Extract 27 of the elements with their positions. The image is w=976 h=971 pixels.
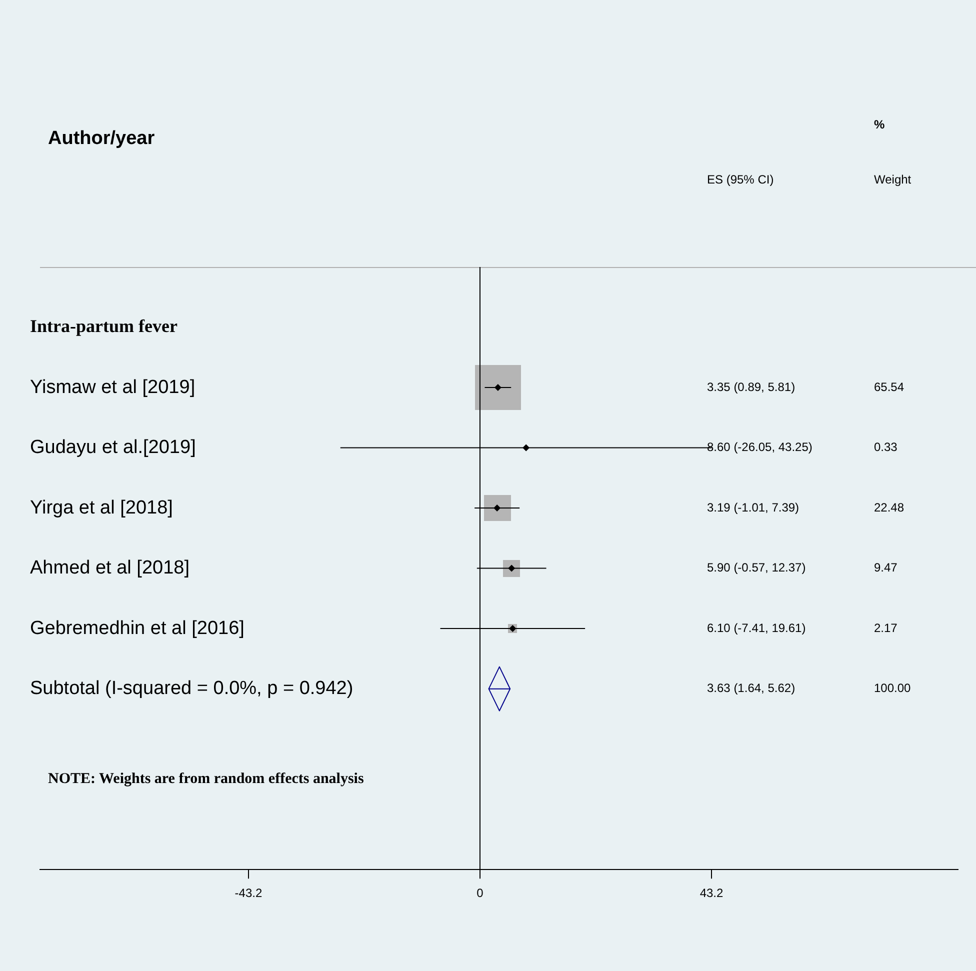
- annotation: 0.33: [874, 440, 898, 454]
- y-tick-label: Gebremedhin et al [2016]: [30, 618, 244, 639]
- x-tick-label: 0: [476, 886, 484, 900]
- y-tick-label: Intra-partum fever: [30, 316, 178, 336]
- y-tick-label: Ahmed et al [2018]: [30, 558, 190, 579]
- annotation: 22.48: [874, 500, 904, 514]
- annotation: 65.54: [874, 380, 904, 394]
- text: ES (95% CI): [707, 172, 774, 186]
- annotation: 5.90 (-0.57, 12.37): [707, 560, 806, 575]
- y-tick-label: Yismaw et al [2019]: [30, 376, 196, 398]
- annotation: 3.35 (0.89, 5.81): [707, 380, 796, 394]
- annotation: 3.63 (1.64, 5.62): [707, 681, 796, 696]
- annotation: 100.00: [874, 681, 912, 696]
- text: Weight: [874, 172, 912, 186]
- annotation: 8.60 (-26.05, 43.25): [707, 440, 812, 454]
- annotation: 3.19 (-1.01, 7.39): [707, 500, 800, 514]
- annotation: 6.10 (-7.41, 19.61): [707, 620, 806, 635]
- annotation: 9.47: [874, 560, 898, 575]
- x-tick-label: -43.2: [234, 886, 262, 900]
- annotation: NOTE: Weights are from random effects analysis: [48, 771, 364, 788]
- chart-title: Author/year: [48, 128, 156, 150]
- x-tick-label: 43.2: [700, 886, 724, 900]
- y-tick-label: Gudayu et al.[2019]: [30, 437, 196, 458]
- y-tick-label: Yirga et al [2018]: [30, 497, 173, 518]
- text: %: [874, 117, 885, 132]
- annotation: 2.17: [874, 620, 898, 635]
- y-tick-label: Subtotal (I-squared = 0.0%, p = 0.942): [30, 678, 354, 700]
